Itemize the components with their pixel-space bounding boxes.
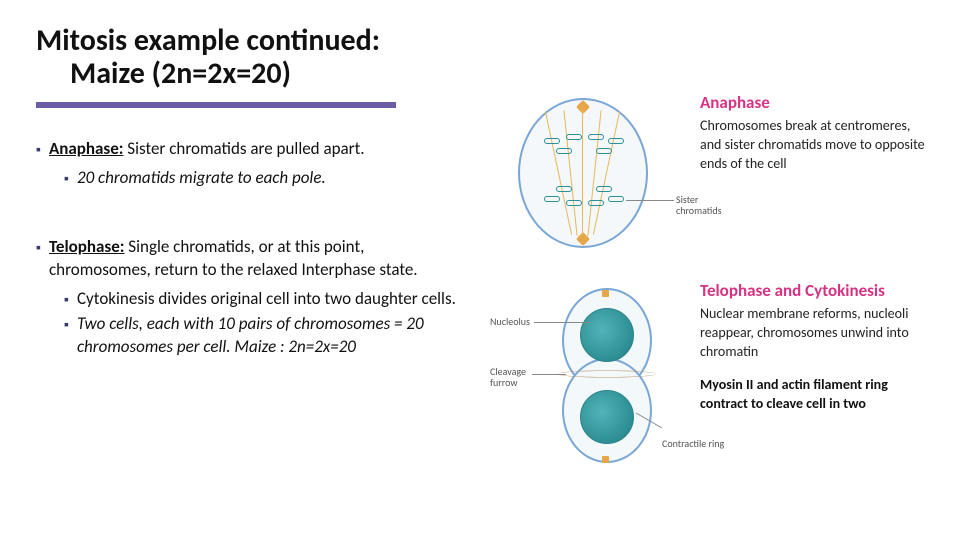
content-row: ▪ Anaphase: Sister chromatids are pulled… — [36, 138, 932, 520]
bullet-marker-icon: ▪ — [36, 236, 41, 282]
bullet-telophase-sub2: ▪ Two cells, each with 10 pairs of chrom… — [64, 313, 466, 359]
anaphase-diagram: Sister chromatids — [484, 92, 690, 252]
telophase-ring-label: Contractile ring — [662, 438, 732, 449]
bullet-marker-icon: ▪ — [64, 288, 69, 311]
telophase-label: Telophase: — [49, 236, 125, 257]
anaphase-phase-desc: Chromosomes break at centromeres, and si… — [700, 117, 932, 174]
telophase-diagram: Nucleolus Cleavage furrow Contractile ri… — [484, 280, 690, 470]
title-line2: Maize (2n=2x=20) — [36, 57, 456, 90]
title-line1: Mitosis example continued: — [36, 24, 456, 57]
bullet-telophase-sub1: ▪ Cytokinesis divides original cell into… — [64, 288, 466, 311]
telophase-line: Telophase: Single chromatids, or at this… — [49, 236, 466, 282]
anaphase-block: Sister chromatids Anaphase Chromosomes b… — [484, 92, 932, 252]
anaphase-text-block: Anaphase Chromosomes break at centromere… — [700, 92, 932, 174]
bullet-anaphase-sub1: ▪ 20 chromatids migrate to each pole. — [64, 167, 466, 190]
telophase-phase-title: Telophase and Cytokinesis — [700, 280, 932, 303]
bullet-anaphase: ▪ Anaphase: Sister chromatids are pulled… — [36, 138, 466, 161]
slide-title: Mitosis example continued: Maize (2n=2x=… — [36, 24, 456, 90]
telophase-phase-desc: Nuclear membrane reforms, nucleoli reapp… — [700, 305, 932, 362]
telophase-phase-extra: Myosin II and actin filament ring contra… — [700, 376, 932, 414]
title-underline — [36, 102, 396, 108]
bullet-marker-icon: ▪ — [36, 138, 41, 161]
telophase-nucleolus-label: Nucleolus — [490, 316, 530, 327]
left-column: ▪ Anaphase: Sister chromatids are pulled… — [36, 138, 466, 520]
telophase-sub2: Two cells, each with 10 pairs of chromos… — [77, 313, 466, 359]
anaphase-phase-title: Anaphase — [700, 92, 932, 115]
anaphase-sub1: 20 chromatids migrate to each pole. — [77, 167, 326, 190]
anaphase-text: Sister chromatids are pulled apart. — [123, 138, 364, 159]
telophase-text-block: Telophase and Cytokinesis Nuclear membra… — [700, 280, 932, 413]
anaphase-line: Anaphase: Sister chromatids are pulled a… — [49, 138, 365, 161]
telophase-sub1: Cytokinesis divides original cell into t… — [77, 288, 456, 311]
telophase-block: Nucleolus Cleavage furrow Contractile ri… — [484, 280, 932, 470]
telophase-cleavage-label: Cleavage furrow — [490, 366, 534, 388]
anaphase-sister-label: Sister chromatids — [676, 194, 722, 216]
right-column: Sister chromatids Anaphase Chromosomes b… — [484, 138, 932, 520]
anaphase-label: Anaphase: — [49, 138, 123, 159]
bullet-marker-icon: ▪ — [64, 313, 69, 359]
bullet-telophase: ▪ Telophase: Single chromatids, or at th… — [36, 236, 466, 282]
bullet-marker-icon: ▪ — [64, 167, 69, 190]
